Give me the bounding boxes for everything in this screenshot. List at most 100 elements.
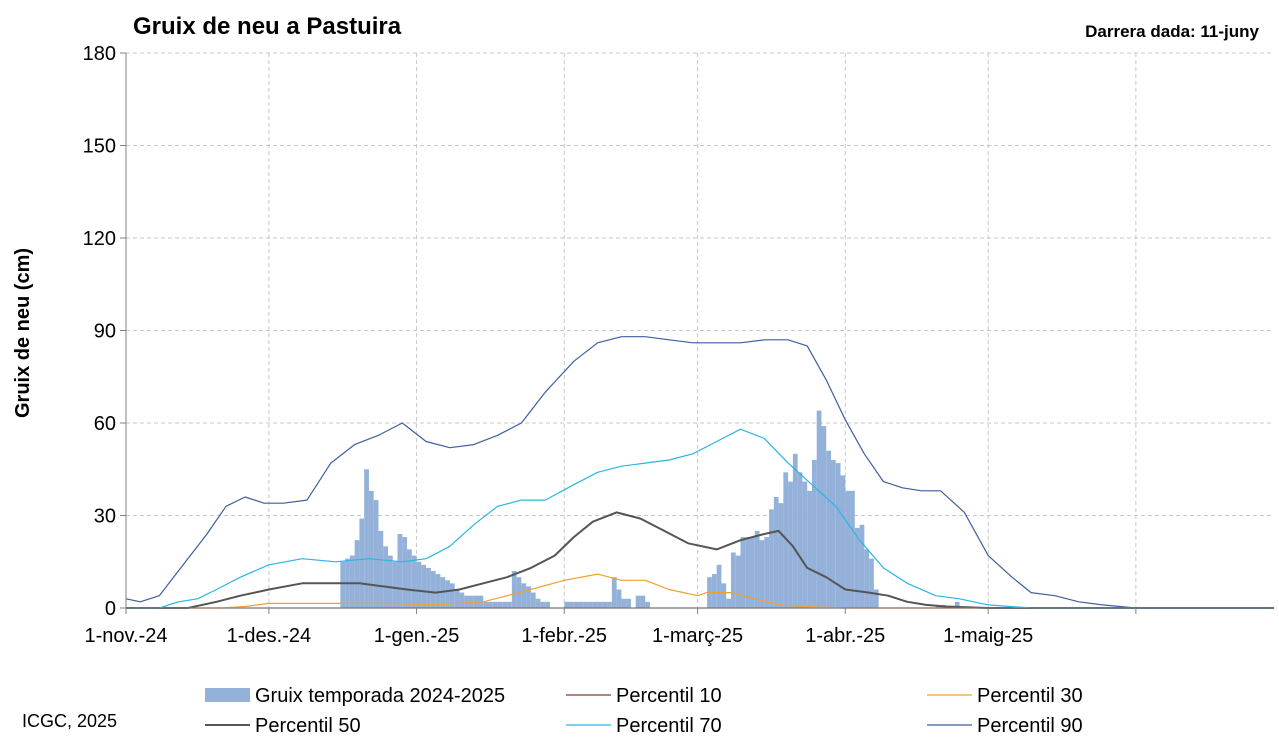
snow-depth-bar bbox=[792, 453, 798, 608]
snow-depth-bar bbox=[578, 601, 584, 608]
legend-label: Percentil 90 bbox=[977, 715, 1083, 737]
x-tick-label: 1-març-25 bbox=[652, 625, 743, 647]
snow-depth-bar bbox=[869, 558, 874, 608]
y-tick-label: 90 bbox=[94, 321, 116, 343]
legend: Gruix temporada 2024-2025 Percentil 10 Per… bbox=[205, 685, 1083, 737]
x-tick-label: 1-gen.-25 bbox=[374, 625, 460, 647]
snow-depth-bar bbox=[364, 469, 369, 608]
snow-depth-bar bbox=[745, 537, 751, 608]
snow-depth-bar bbox=[535, 598, 541, 608]
snow-depth-bar bbox=[640, 595, 646, 608]
snow-depth-bar bbox=[602, 601, 608, 608]
percentile-line bbox=[126, 428, 1274, 609]
snow-depth-bar bbox=[449, 583, 455, 608]
legend-label: Percentil 50 bbox=[255, 715, 361, 737]
snow-depth-bar bbox=[769, 509, 774, 608]
snow-depth-bar bbox=[830, 460, 836, 608]
legend-label: Percentil 10 bbox=[616, 685, 722, 707]
snow-depth-bar bbox=[502, 601, 508, 608]
snow-depth-bar bbox=[368, 490, 374, 608]
snow-depth-bar bbox=[778, 503, 784, 608]
snow-depth-bar bbox=[726, 598, 731, 608]
snow-depth-bar bbox=[835, 463, 841, 608]
snow-depth-bar bbox=[526, 586, 531, 608]
snow-depth-bar bbox=[426, 567, 431, 608]
snow-depth-bar bbox=[464, 595, 469, 608]
snow-depth-bar bbox=[611, 577, 617, 608]
snow-depth-bar bbox=[740, 537, 746, 608]
snow-depth-bar bbox=[545, 601, 550, 608]
snow-depth-bar bbox=[797, 472, 803, 608]
chart-subtitle: Darrera dada: 11-juny bbox=[1085, 22, 1259, 41]
percentile-line bbox=[126, 573, 1274, 609]
snow-depth-bar bbox=[811, 460, 817, 608]
snow-depth-bar bbox=[511, 571, 517, 608]
y-tick-label: 0 bbox=[105, 598, 116, 620]
snow-depth-bar bbox=[735, 555, 741, 608]
legend-swatch-bar bbox=[205, 688, 250, 702]
snow-depth-bar bbox=[383, 546, 388, 608]
snow-depth-bar bbox=[859, 524, 865, 608]
snow-depth-bar bbox=[407, 549, 412, 608]
snow-depth-bar bbox=[807, 490, 812, 608]
snow-depth-bar bbox=[840, 475, 846, 608]
snow-depth-bar bbox=[759, 540, 765, 608]
snow-depth-bar bbox=[459, 592, 465, 608]
percentile-line bbox=[125, 336, 1274, 609]
snow-depth-bar bbox=[873, 589, 879, 608]
snow-depth-bar bbox=[454, 589, 460, 608]
x-tick-label: 1-maig-25 bbox=[943, 625, 1033, 647]
y-tick-label: 120 bbox=[83, 228, 116, 250]
snow-depth-bar bbox=[416, 561, 422, 608]
snow-depth-bar bbox=[826, 450, 831, 608]
y-tick-label: 180 bbox=[83, 43, 116, 65]
snow-depth-bar bbox=[854, 527, 860, 608]
snow-depth-bar bbox=[488, 601, 493, 608]
snow-depth-bar bbox=[721, 583, 727, 608]
percentile-line bbox=[126, 511, 1274, 609]
snow-depth-bar bbox=[564, 601, 570, 608]
x-tick-label: 1-febr.-25 bbox=[521, 625, 607, 647]
snow-depth-bar bbox=[530, 592, 536, 608]
snow-depth-bar bbox=[483, 601, 489, 608]
snow-depth-bar bbox=[373, 500, 379, 608]
snow-depth-bar bbox=[616, 589, 622, 608]
snow-depth-bar bbox=[626, 598, 631, 608]
snow-depth-bar bbox=[711, 574, 717, 608]
snow-depth-bar bbox=[569, 601, 574, 608]
snow-depth-bar bbox=[845, 490, 851, 608]
snow-depth-bar bbox=[492, 601, 498, 608]
snow-depth-bar bbox=[354, 540, 360, 608]
bars-series bbox=[340, 410, 960, 608]
snow-depth-bar bbox=[411, 555, 417, 608]
snow-depth-bar bbox=[716, 564, 722, 608]
snow-depth-bar bbox=[764, 537, 770, 608]
snow-depth-bar bbox=[754, 530, 760, 608]
axes bbox=[120, 52, 1274, 614]
snow-depth-bar bbox=[802, 481, 808, 608]
snow-depth-bar bbox=[349, 555, 355, 608]
snow-depth-bar bbox=[645, 601, 650, 608]
snow-depth-bar bbox=[421, 564, 427, 608]
snow-depth-bar bbox=[850, 490, 855, 608]
snow-depth-bar bbox=[621, 598, 627, 608]
y-tick-label: 30 bbox=[94, 506, 116, 528]
snow-depth-bar bbox=[821, 426, 827, 608]
snow-depth-bar bbox=[540, 601, 546, 608]
snow-depth-bar bbox=[783, 472, 789, 608]
legend-label: Percentil 70 bbox=[616, 715, 722, 737]
snow-depth-bar bbox=[816, 410, 822, 608]
legend-label: Gruix temporada 2024-2025 bbox=[255, 685, 505, 707]
snow-depth-bar bbox=[392, 561, 398, 608]
snow-depth-bar bbox=[773, 497, 779, 608]
credit-text: ICGC, 2025 bbox=[22, 711, 117, 731]
snow-depth-bar bbox=[445, 580, 450, 608]
snow-depth-bar bbox=[521, 583, 527, 608]
snow-depth-bar bbox=[430, 571, 436, 608]
snow-depth-bar bbox=[387, 555, 393, 608]
snow-depth-bar bbox=[592, 601, 598, 608]
y-axis-label: Gruix de neu (cm) bbox=[12, 248, 34, 418]
tick-labels: 0 30 60 90 120 150 180 1-nov.-24 1-des.-24 1-gen.… bbox=[83, 43, 1034, 647]
snow-depth-bar bbox=[597, 601, 603, 608]
